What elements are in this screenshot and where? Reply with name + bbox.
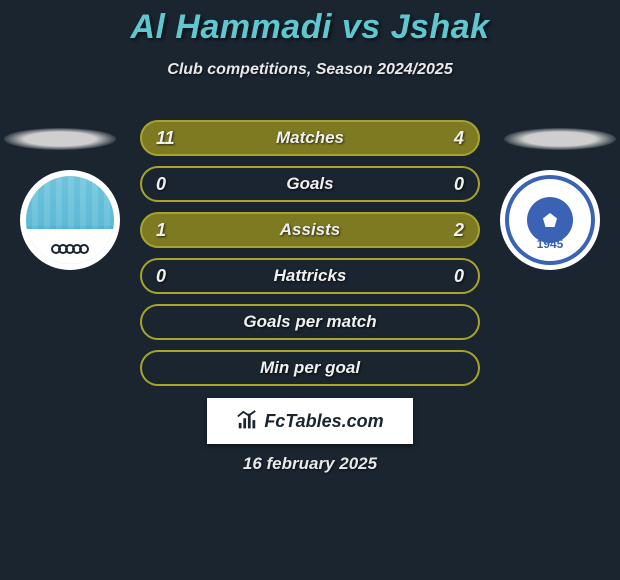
stat-row: Min per goal (140, 350, 480, 386)
stat-label: Assists (280, 220, 340, 240)
stat-rows: 11 Matches 4 0 Goals 0 1 Assists 2 0 Hattricks 0 Go… (140, 120, 480, 396)
club-badge-left (20, 170, 120, 270)
stat-row: 0 Goals 0 (140, 166, 480, 202)
stat-left-value: 0 (156, 174, 166, 195)
stat-label: Min per goal (260, 358, 360, 378)
stat-right-value: 4 (454, 128, 464, 149)
stat-right-value: 2 (454, 220, 464, 241)
player-shadow-right (504, 128, 616, 150)
club-badge-right-year: 1945 (509, 237, 591, 251)
brand-text: FcTables.com (264, 411, 383, 432)
stat-left-value: 11 (156, 128, 175, 149)
stat-right-value: 0 (454, 266, 464, 287)
stat-label: Goals per match (243, 312, 376, 332)
page-title: Al Hammadi vs Jshak (0, 0, 620, 47)
player-shadow-left (4, 128, 116, 150)
stat-row: 0 Hattricks 0 (140, 258, 480, 294)
club-badge-right: 1945 (500, 170, 600, 270)
stat-left-value: 1 (156, 220, 166, 241)
brand-badge: FcTables.com (207, 398, 413, 444)
date-text: 16 february 2025 (0, 454, 620, 474)
stat-left-value: 0 (156, 266, 166, 287)
subtitle: Club competitions, Season 2024/2025 (0, 61, 620, 79)
stat-row: 11 Matches 4 (140, 120, 480, 156)
chart-icon (236, 410, 258, 432)
stat-row: Goals per match (140, 304, 480, 340)
stat-label: Goals (286, 174, 333, 194)
stat-right-value: 0 (454, 174, 464, 195)
stat-label: Matches (276, 128, 344, 148)
stat-row: 1 Assists 2 (140, 212, 480, 248)
stat-label: Hattricks (274, 266, 347, 286)
